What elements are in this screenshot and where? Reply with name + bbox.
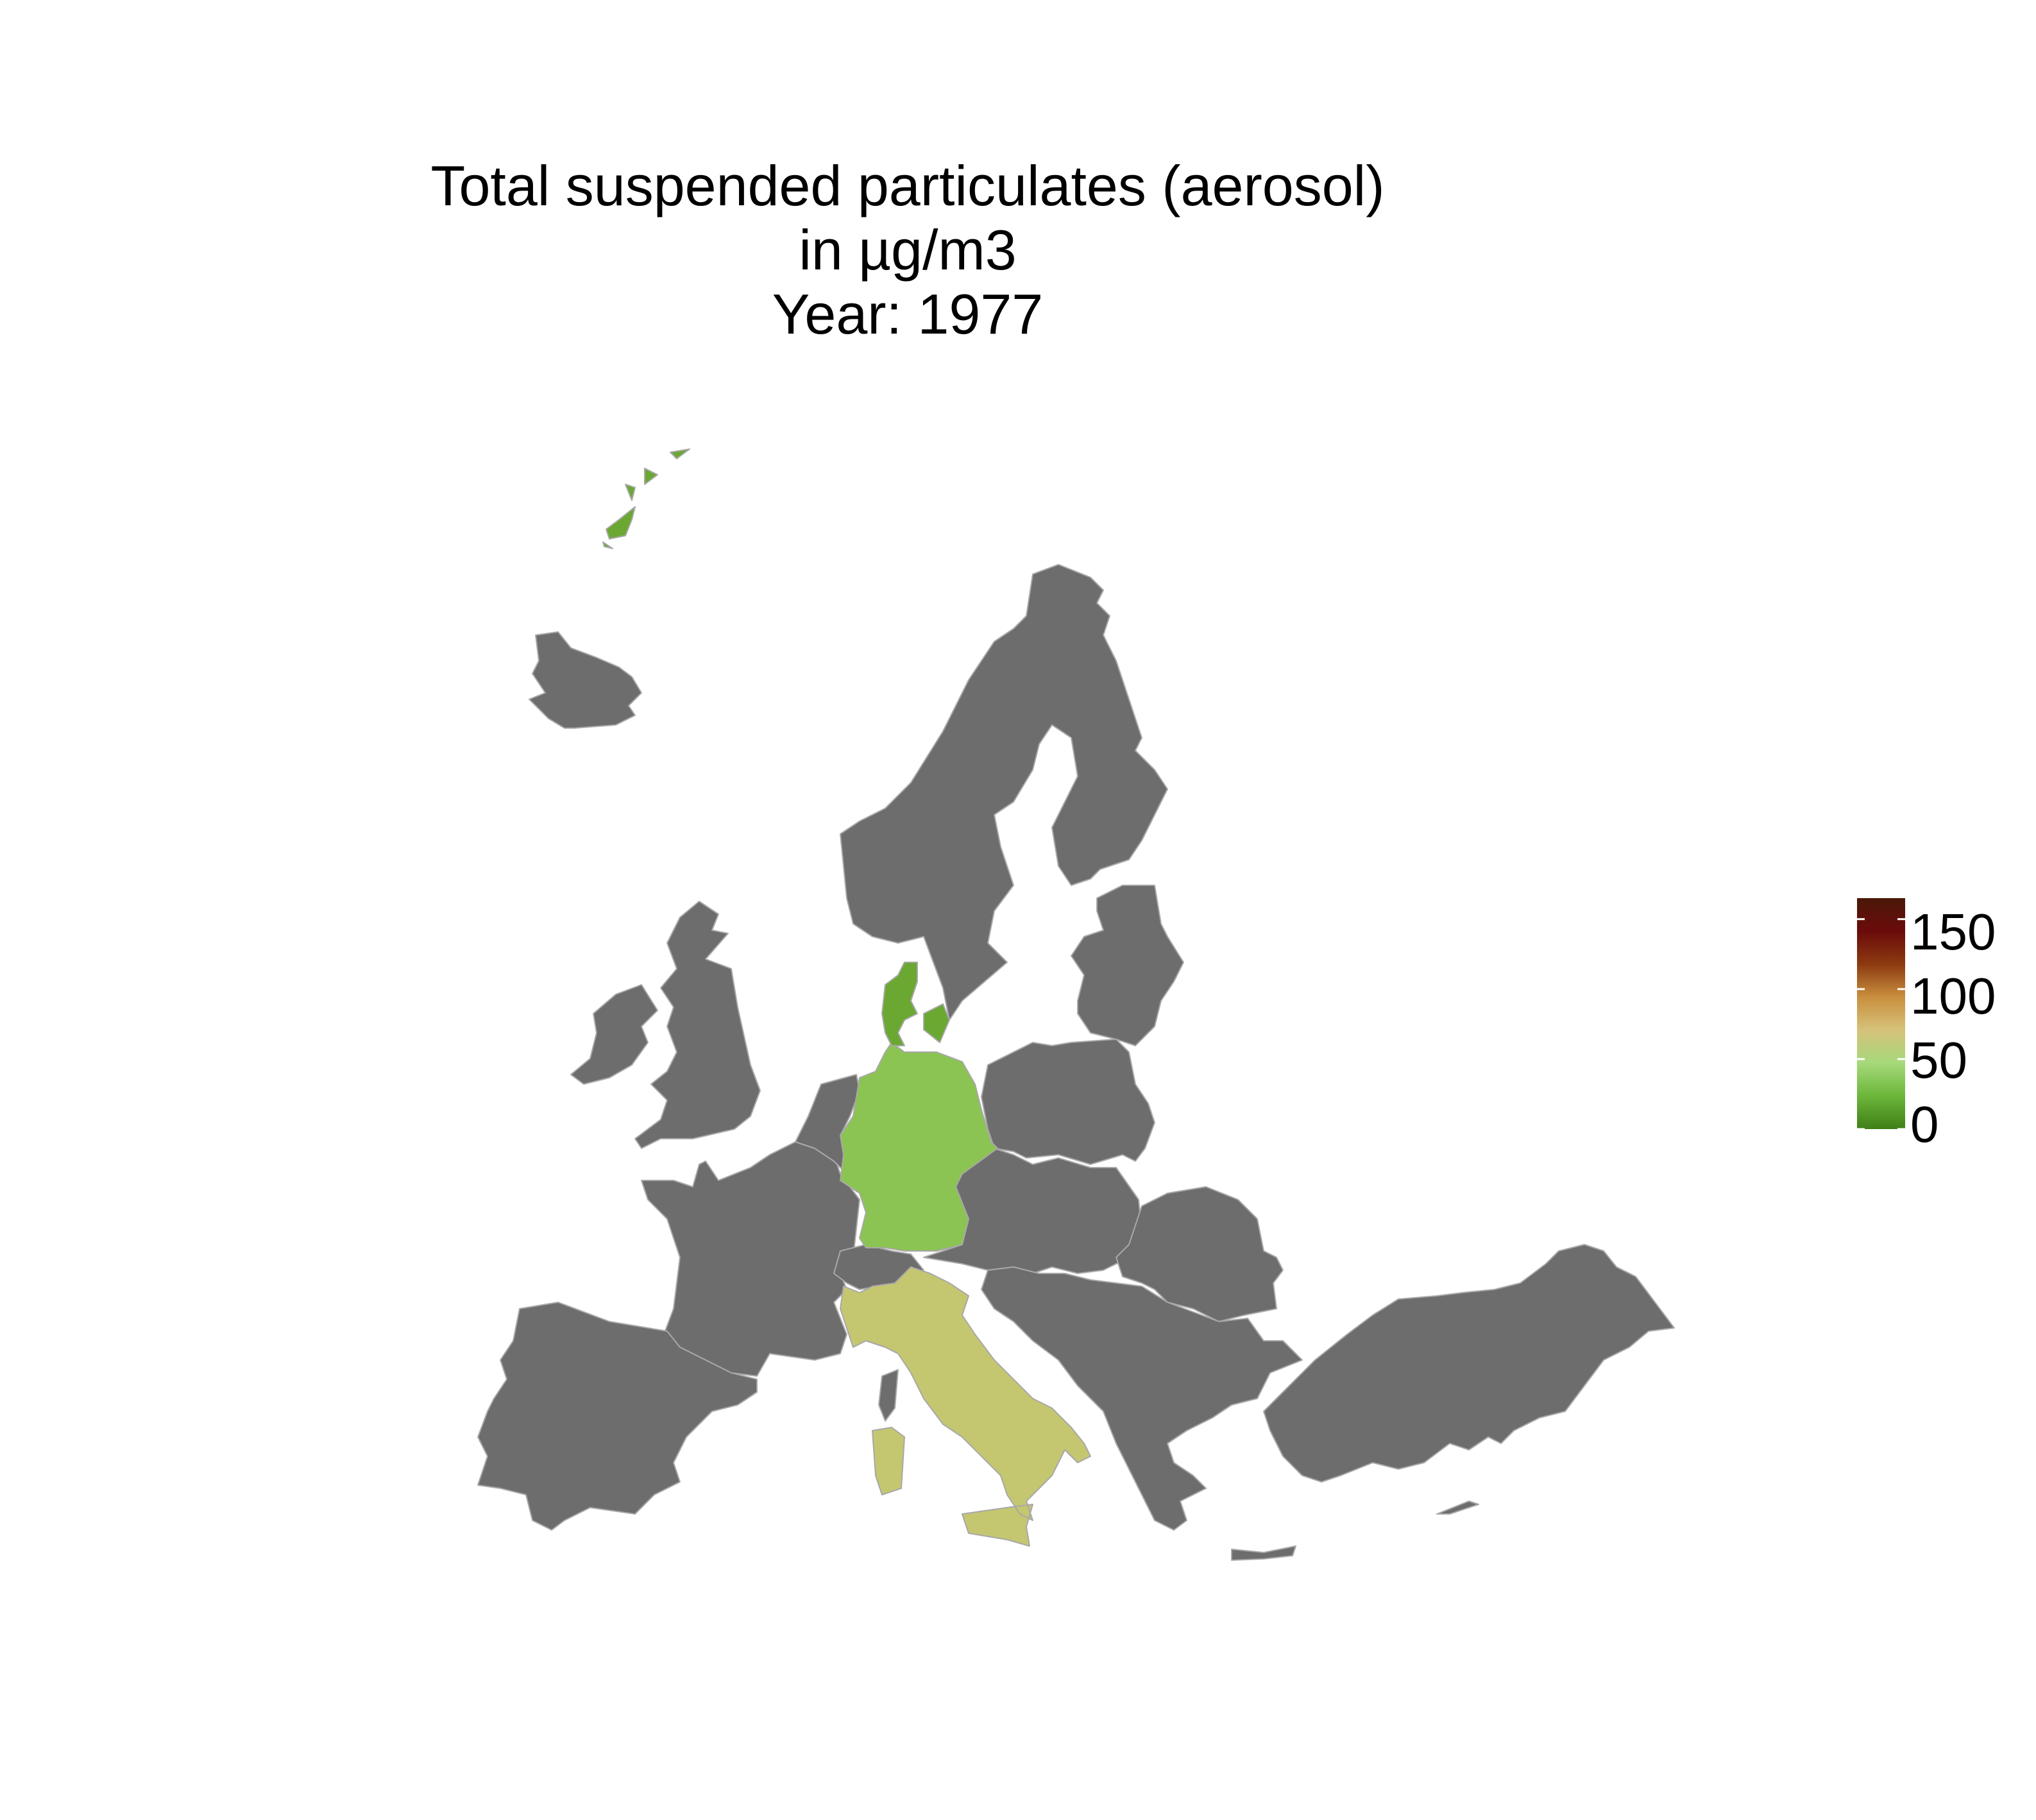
region-svalbard	[602, 448, 690, 549]
map-title: Total suspended particulates (aerosol) i…	[0, 154, 1815, 346]
legend-label-50: 50	[1910, 1032, 1967, 1089]
region-denmark	[881, 962, 950, 1046]
region-romania	[1116, 1186, 1284, 1322]
legend-label-150: 150	[1910, 903, 1996, 960]
region-central-europe	[923, 1148, 1142, 1274]
region-poland	[981, 1039, 1155, 1165]
color-legend	[1857, 898, 1905, 1130]
no-data-countries	[477, 564, 1675, 1561]
legend-colorbar	[1857, 898, 1905, 1129]
region-turkey	[1263, 1244, 1675, 1483]
region-baltics	[1071, 885, 1184, 1046]
title-line-2: in µg/m3	[799, 218, 1017, 282]
title-line-3: Year: 1977	[772, 282, 1044, 346]
region-italy	[840, 1266, 1091, 1547]
region-ireland	[570, 984, 658, 1085]
region-balkans	[981, 1266, 1303, 1531]
data-countries	[602, 448, 1091, 1547]
region-germany	[840, 1042, 998, 1252]
region-crete	[1231, 1545, 1296, 1561]
legend-label-100: 100	[1910, 967, 1996, 1025]
region-scandinavia	[840, 564, 1168, 1021]
region-cyprus	[1436, 1501, 1479, 1515]
legend-label-0: 0	[1910, 1096, 1939, 1153]
legend-ticks	[1857, 918, 1905, 1130]
region-britain	[634, 901, 761, 1149]
region-corsica	[878, 1369, 899, 1422]
title-line-1: Total suspended particulates (aerosol)	[430, 154, 1385, 217]
region-iceland	[529, 631, 642, 729]
region-iberia	[477, 1302, 758, 1531]
